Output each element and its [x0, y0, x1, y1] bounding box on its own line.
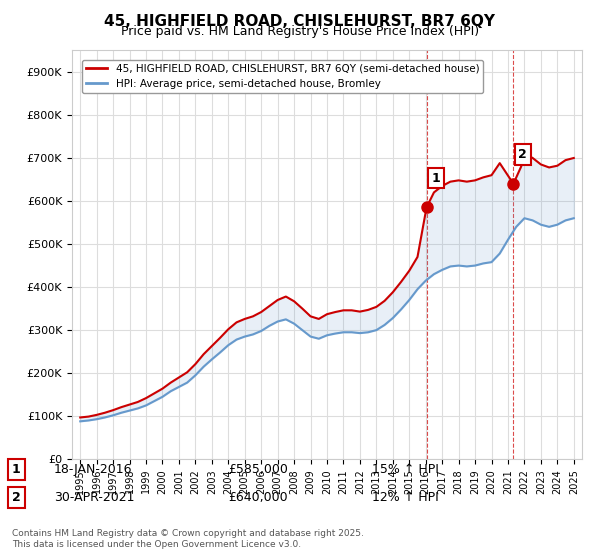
Text: 2: 2 [12, 491, 21, 504]
Text: 30-APR-2021: 30-APR-2021 [54, 491, 134, 504]
Text: 12% ↑ HPI: 12% ↑ HPI [372, 491, 439, 504]
Text: 18-JAN-2016: 18-JAN-2016 [54, 463, 133, 476]
Text: £640,000: £640,000 [228, 491, 287, 504]
Text: 1: 1 [12, 463, 21, 476]
Text: 2: 2 [518, 148, 527, 161]
Legend: 45, HIGHFIELD ROAD, CHISLEHURST, BR7 6QY (semi-detached house), HPI: Average pri: 45, HIGHFIELD ROAD, CHISLEHURST, BR7 6QY… [82, 60, 484, 93]
Text: Contains HM Land Registry data © Crown copyright and database right 2025.
This d: Contains HM Land Registry data © Crown c… [12, 529, 364, 549]
Text: £585,000: £585,000 [228, 463, 288, 476]
Text: 45, HIGHFIELD ROAD, CHISLEHURST, BR7 6QY: 45, HIGHFIELD ROAD, CHISLEHURST, BR7 6QY [104, 14, 496, 29]
Text: Price paid vs. HM Land Registry's House Price Index (HPI): Price paid vs. HM Land Registry's House … [121, 25, 479, 38]
Text: 1: 1 [431, 172, 440, 185]
Text: 15% ↑ HPI: 15% ↑ HPI [372, 463, 439, 476]
